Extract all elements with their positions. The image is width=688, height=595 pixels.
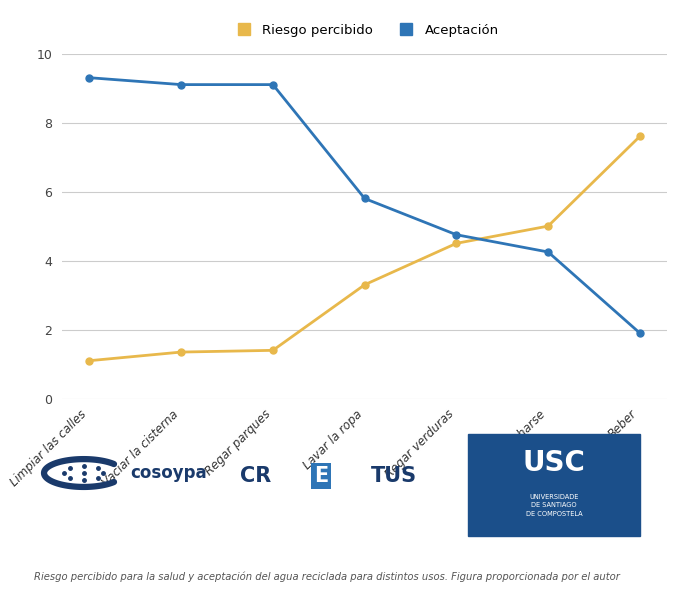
Text: USC: USC bbox=[522, 449, 585, 477]
Text: CR: CR bbox=[239, 466, 271, 486]
Text: cosoypa: cosoypa bbox=[130, 464, 206, 482]
Text: Riesgo percibido para la salud y aceptación del agua reciclada para distintos us: Riesgo percibido para la salud y aceptac… bbox=[34, 571, 621, 582]
Text: TUS: TUS bbox=[371, 466, 417, 486]
Text: E: E bbox=[314, 466, 328, 486]
Legend: Riesgo percibido, Aceptación: Riesgo percibido, Aceptación bbox=[225, 18, 504, 42]
FancyBboxPatch shape bbox=[468, 434, 640, 536]
Text: UNIVERSIDADE
DE SANTIAGO
DE COMPOSTELA: UNIVERSIDADE DE SANTIAGO DE COMPOSTELA bbox=[526, 494, 582, 516]
